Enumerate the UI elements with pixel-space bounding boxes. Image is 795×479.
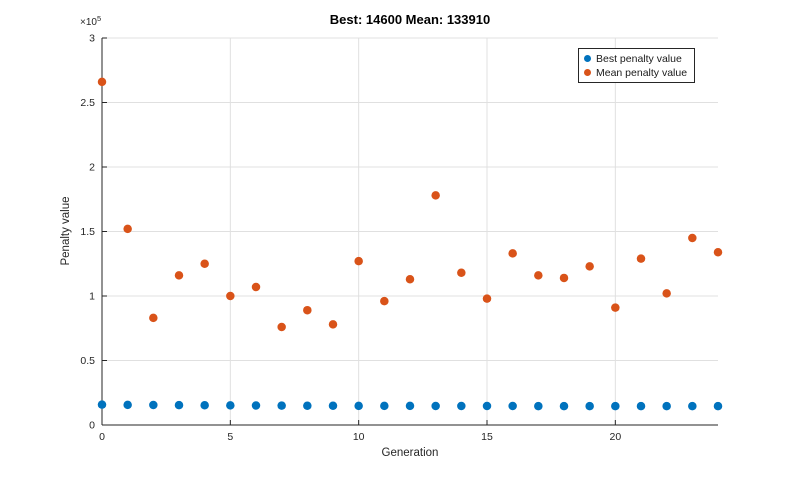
y-axis-exponent-power: 5 [96,14,102,23]
mean-data-point [354,256,363,266]
y-tick-label: 0.5 [80,355,95,367]
chart-title: Best: 14600 Mean: 133910 [329,12,491,27]
best-data-point [431,401,440,411]
best-data-point [123,400,132,410]
x-tick-label: 5 [227,431,233,443]
mean-data-point [405,274,415,284]
best-data-point [713,401,723,411]
mean-data-point [97,77,107,87]
x-tick-label: 10 [353,431,365,443]
y-tick-label: 2.5 [80,97,95,109]
mean-data-point [662,289,671,298]
x-tick-label: 15 [481,431,493,443]
mean-data-point [585,262,594,271]
best-data-point [303,401,312,411]
mean-data-point [482,294,492,303]
best-data-point [97,400,107,409]
mean-data-point [559,273,569,283]
legend-item-mean: Mean penalty value [584,66,687,79]
best-data-point [200,401,209,410]
best-data-point [688,401,697,411]
mean-data-point [251,282,261,292]
x-tick-label: 0 [99,431,105,443]
legend-label-best: Best penalty value [596,52,682,65]
x-axis-label: Generation [381,447,439,459]
y-tick-label: 1.5 [80,226,95,238]
best-data-point [636,401,646,411]
mean-data-point [431,191,440,200]
x-tick-label: 20 [609,431,621,443]
mean-data-point [328,320,338,329]
y-tick-label: 1 [89,291,95,303]
mean-data-point [508,249,517,258]
mean-data-point [123,224,132,234]
best-data-point [380,401,389,411]
mean-series-marker-icon [584,69,591,76]
best-data-point [251,401,261,410]
best-data-point [534,401,543,411]
best-data-point [585,401,594,411]
mean-data-point [149,313,158,323]
legend-item-best: Best penalty value [584,52,687,65]
best-data-point [149,400,158,410]
mean-data-point [226,291,235,301]
mean-data-point [174,271,184,280]
best-data-point [662,401,671,411]
best-series-marker-icon [584,55,591,62]
best-data-point [508,401,517,411]
best-data-point [328,401,338,411]
best-data-point [405,401,415,411]
mean-data-point [636,254,646,263]
mean-data-point [457,268,466,278]
mean-data-point [200,259,209,268]
mean-data-point [611,303,620,312]
best-data-point [174,400,184,410]
best-data-point [559,401,569,411]
best-data-point [482,401,492,411]
y-axis-exponent-base: ×10 [80,17,97,28]
y-tick-label: 0 [89,420,95,432]
mean-data-point [688,233,697,243]
y-axis-exponent: ×105 [80,14,101,28]
mean-data-point [534,271,543,280]
legend-label-mean: Mean penalty value [596,66,688,79]
y-tick-label: 2 [89,162,95,174]
legend: Best penalty value Mean penalty value [578,48,696,83]
mean-data-point [303,305,312,315]
best-data-point [457,401,466,411]
mean-data-point [277,322,286,332]
best-data-point [277,401,286,410]
mean-data-point [380,296,389,306]
best-data-point [226,401,235,410]
best-data-point [611,401,620,411]
mean-data-point [713,248,723,257]
best-data-point [354,401,363,411]
y-tick-label: 3 [89,33,95,45]
